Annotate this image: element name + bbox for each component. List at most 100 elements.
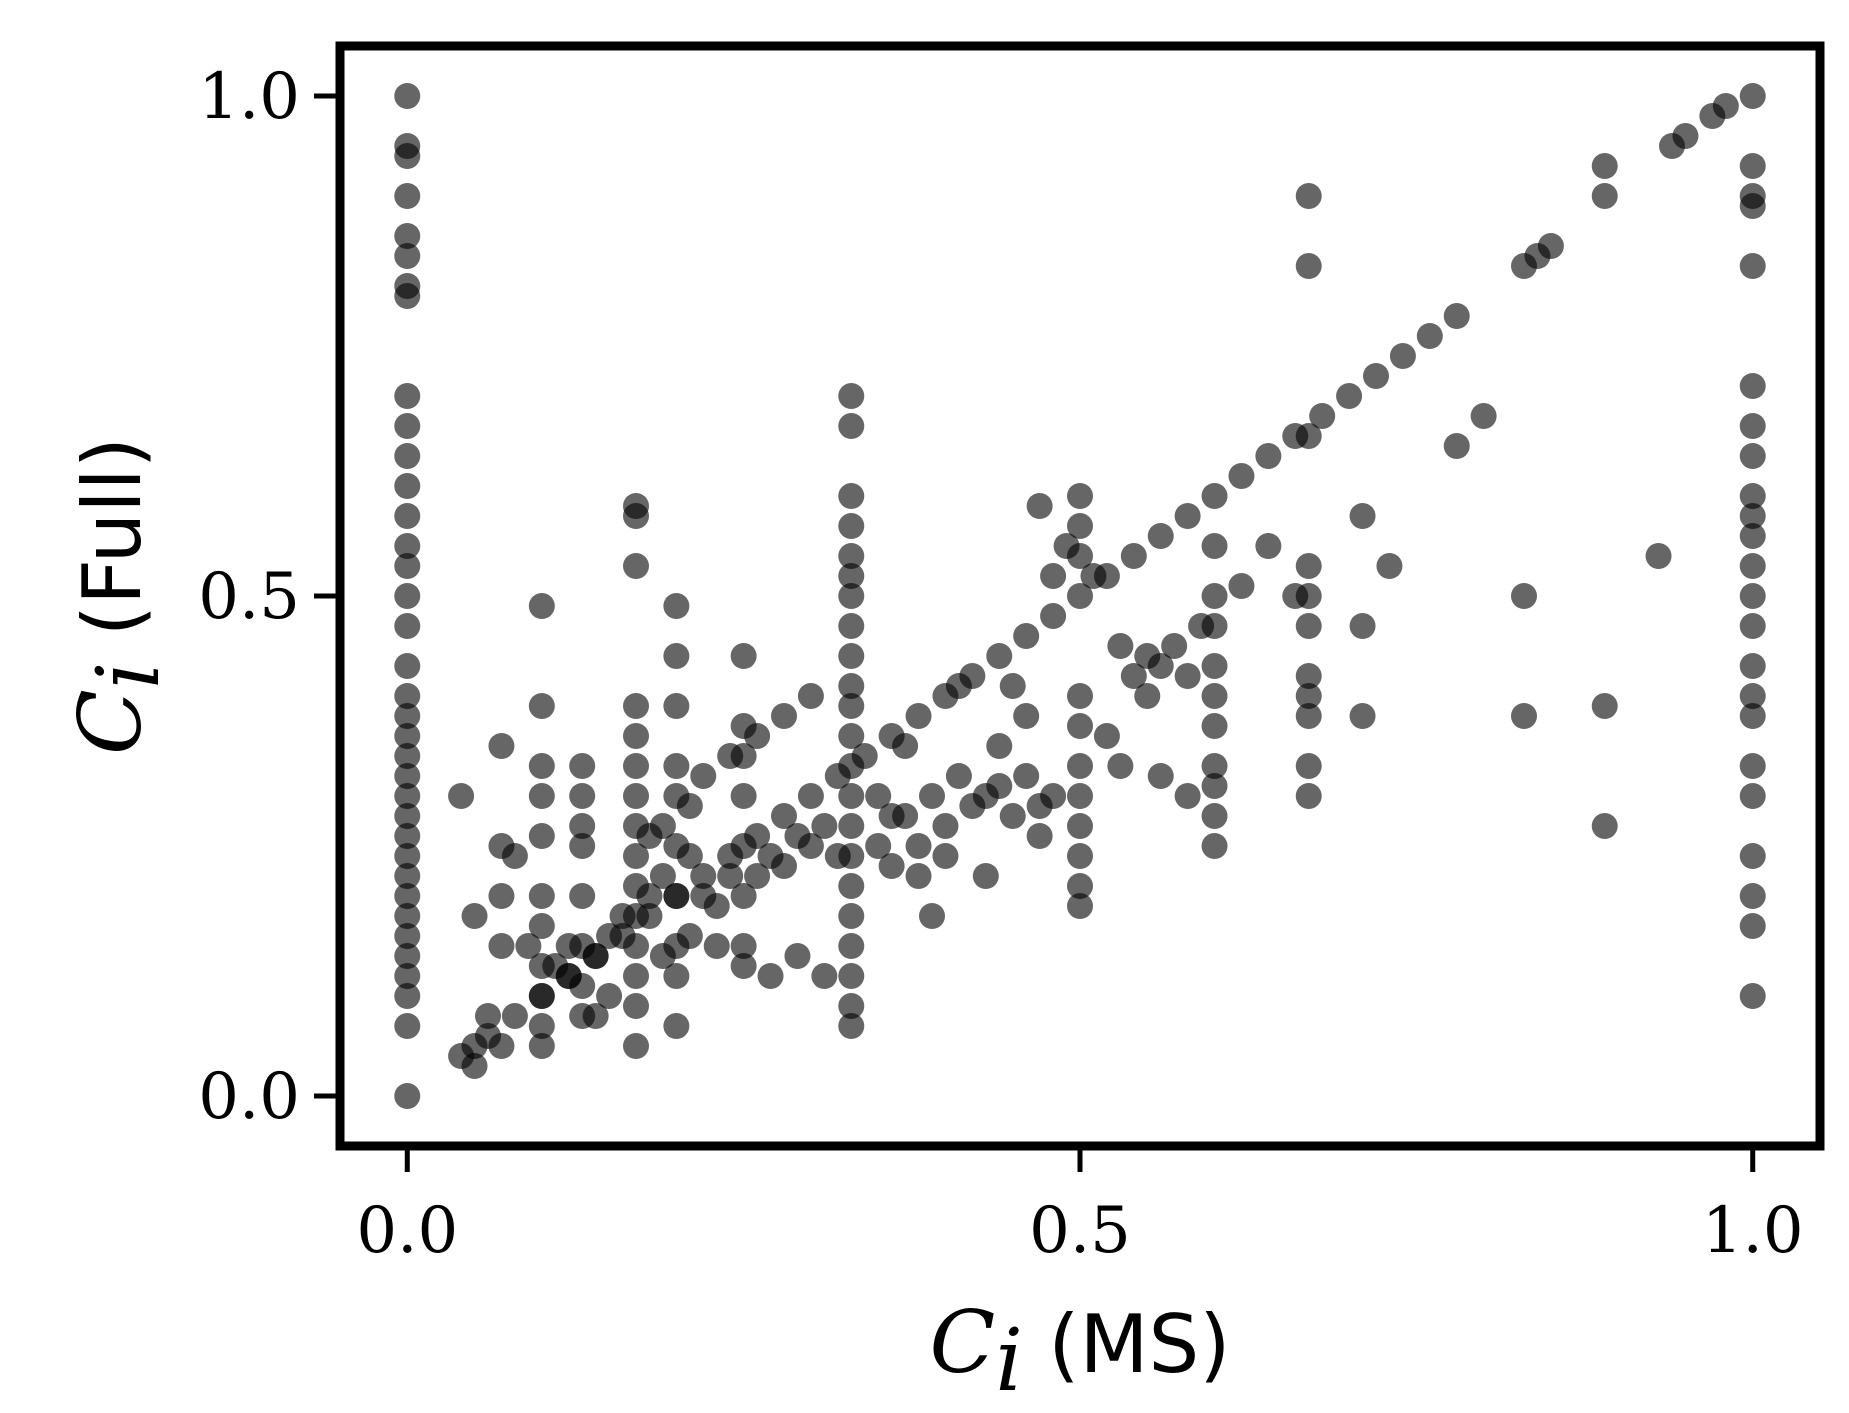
data-point bbox=[1739, 703, 1766, 729]
data-point bbox=[1067, 753, 1093, 779]
data-point bbox=[838, 563, 865, 589]
y-axis-label-text: (Full) bbox=[66, 437, 159, 662]
data-point bbox=[838, 543, 865, 569]
data-point bbox=[528, 883, 555, 909]
x-axis-label: Ci (MS) bbox=[930, 1293, 1231, 1411]
data-point bbox=[865, 833, 892, 859]
data-point bbox=[1739, 843, 1766, 869]
data-point bbox=[1739, 583, 1766, 609]
data-point bbox=[1067, 513, 1093, 539]
data-point bbox=[1013, 703, 1040, 729]
y-tick-label: 0.5 bbox=[198, 560, 300, 634]
data-point bbox=[1591, 183, 1618, 209]
data-point bbox=[986, 733, 1013, 759]
data-point bbox=[394, 503, 421, 529]
data-point bbox=[475, 1023, 501, 1049]
data-point bbox=[623, 843, 649, 869]
data-point bbox=[878, 853, 905, 879]
data-point bbox=[1295, 613, 1322, 639]
data-point bbox=[824, 763, 851, 789]
data-point bbox=[1389, 343, 1416, 369]
data-point bbox=[528, 983, 555, 1009]
data-point bbox=[394, 763, 421, 789]
x-tick-label: 0.0 bbox=[356, 1194, 458, 1268]
data-point bbox=[1295, 553, 1322, 579]
data-point bbox=[555, 933, 582, 959]
data-point bbox=[1093, 723, 1120, 749]
data-point bbox=[1013, 763, 1040, 789]
data-point bbox=[932, 813, 959, 839]
data-point bbox=[878, 723, 905, 749]
data-points bbox=[394, 83, 1766, 1109]
data-point bbox=[394, 533, 421, 559]
data-point bbox=[1188, 613, 1215, 639]
data-point bbox=[609, 903, 636, 929]
data-point bbox=[663, 963, 690, 989]
data-point bbox=[1295, 783, 1322, 809]
data-point bbox=[528, 593, 555, 619]
data-point bbox=[838, 1013, 865, 1039]
data-point bbox=[515, 933, 542, 959]
y-axis-ticks: 0.0 0.5 1.0 bbox=[198, 60, 336, 1134]
data-point bbox=[1591, 693, 1618, 719]
data-point bbox=[528, 753, 555, 779]
data-point bbox=[1739, 523, 1766, 549]
data-point bbox=[394, 703, 421, 729]
data-point bbox=[1295, 703, 1322, 729]
data-point bbox=[730, 953, 757, 979]
data-point bbox=[1645, 543, 1672, 569]
data-point bbox=[690, 863, 717, 889]
data-point bbox=[501, 843, 528, 869]
data-point bbox=[394, 983, 421, 1009]
data-point bbox=[676, 793, 703, 819]
x-axis-label-text: (MS) bbox=[1023, 1298, 1231, 1391]
data-point bbox=[623, 723, 649, 749]
data-point bbox=[1067, 813, 1093, 839]
data-point bbox=[448, 783, 475, 809]
data-point bbox=[394, 923, 421, 949]
data-point bbox=[1201, 533, 1228, 559]
data-point bbox=[528, 1013, 555, 1039]
data-point bbox=[623, 993, 649, 1019]
data-point bbox=[394, 823, 421, 849]
data-point bbox=[1201, 583, 1228, 609]
data-point bbox=[797, 683, 824, 709]
data-point bbox=[448, 1043, 475, 1069]
data-point bbox=[1739, 503, 1766, 529]
data-point bbox=[623, 1033, 649, 1059]
data-point bbox=[838, 933, 865, 959]
data-point bbox=[730, 883, 757, 909]
data-point bbox=[1336, 383, 1363, 409]
data-point bbox=[1282, 583, 1309, 609]
data-point bbox=[1174, 783, 1201, 809]
data-point bbox=[1295, 753, 1322, 779]
data-point bbox=[623, 503, 649, 529]
y-axis-label: Ci (Full) bbox=[61, 437, 179, 755]
data-point bbox=[717, 743, 744, 769]
data-point bbox=[569, 813, 596, 839]
data-point bbox=[919, 783, 945, 809]
data-point bbox=[1120, 543, 1147, 569]
data-point bbox=[1739, 913, 1766, 939]
data-point bbox=[1511, 583, 1537, 609]
data-point bbox=[488, 933, 515, 959]
data-point bbox=[1739, 153, 1766, 179]
data-point bbox=[663, 883, 690, 909]
data-point bbox=[394, 83, 421, 109]
data-point bbox=[394, 613, 421, 639]
data-point bbox=[999, 803, 1026, 829]
data-point bbox=[838, 413, 865, 439]
data-point bbox=[824, 843, 851, 869]
data-point bbox=[1255, 443, 1282, 469]
data-point bbox=[649, 943, 676, 969]
data-point bbox=[999, 673, 1026, 699]
data-point bbox=[919, 903, 945, 929]
data-point bbox=[394, 553, 421, 579]
data-point bbox=[1013, 623, 1040, 649]
data-point bbox=[1591, 153, 1618, 179]
data-point bbox=[1470, 403, 1497, 429]
data-point bbox=[394, 783, 421, 809]
data-point bbox=[676, 923, 703, 949]
data-point bbox=[744, 823, 771, 849]
data-point bbox=[394, 883, 421, 909]
